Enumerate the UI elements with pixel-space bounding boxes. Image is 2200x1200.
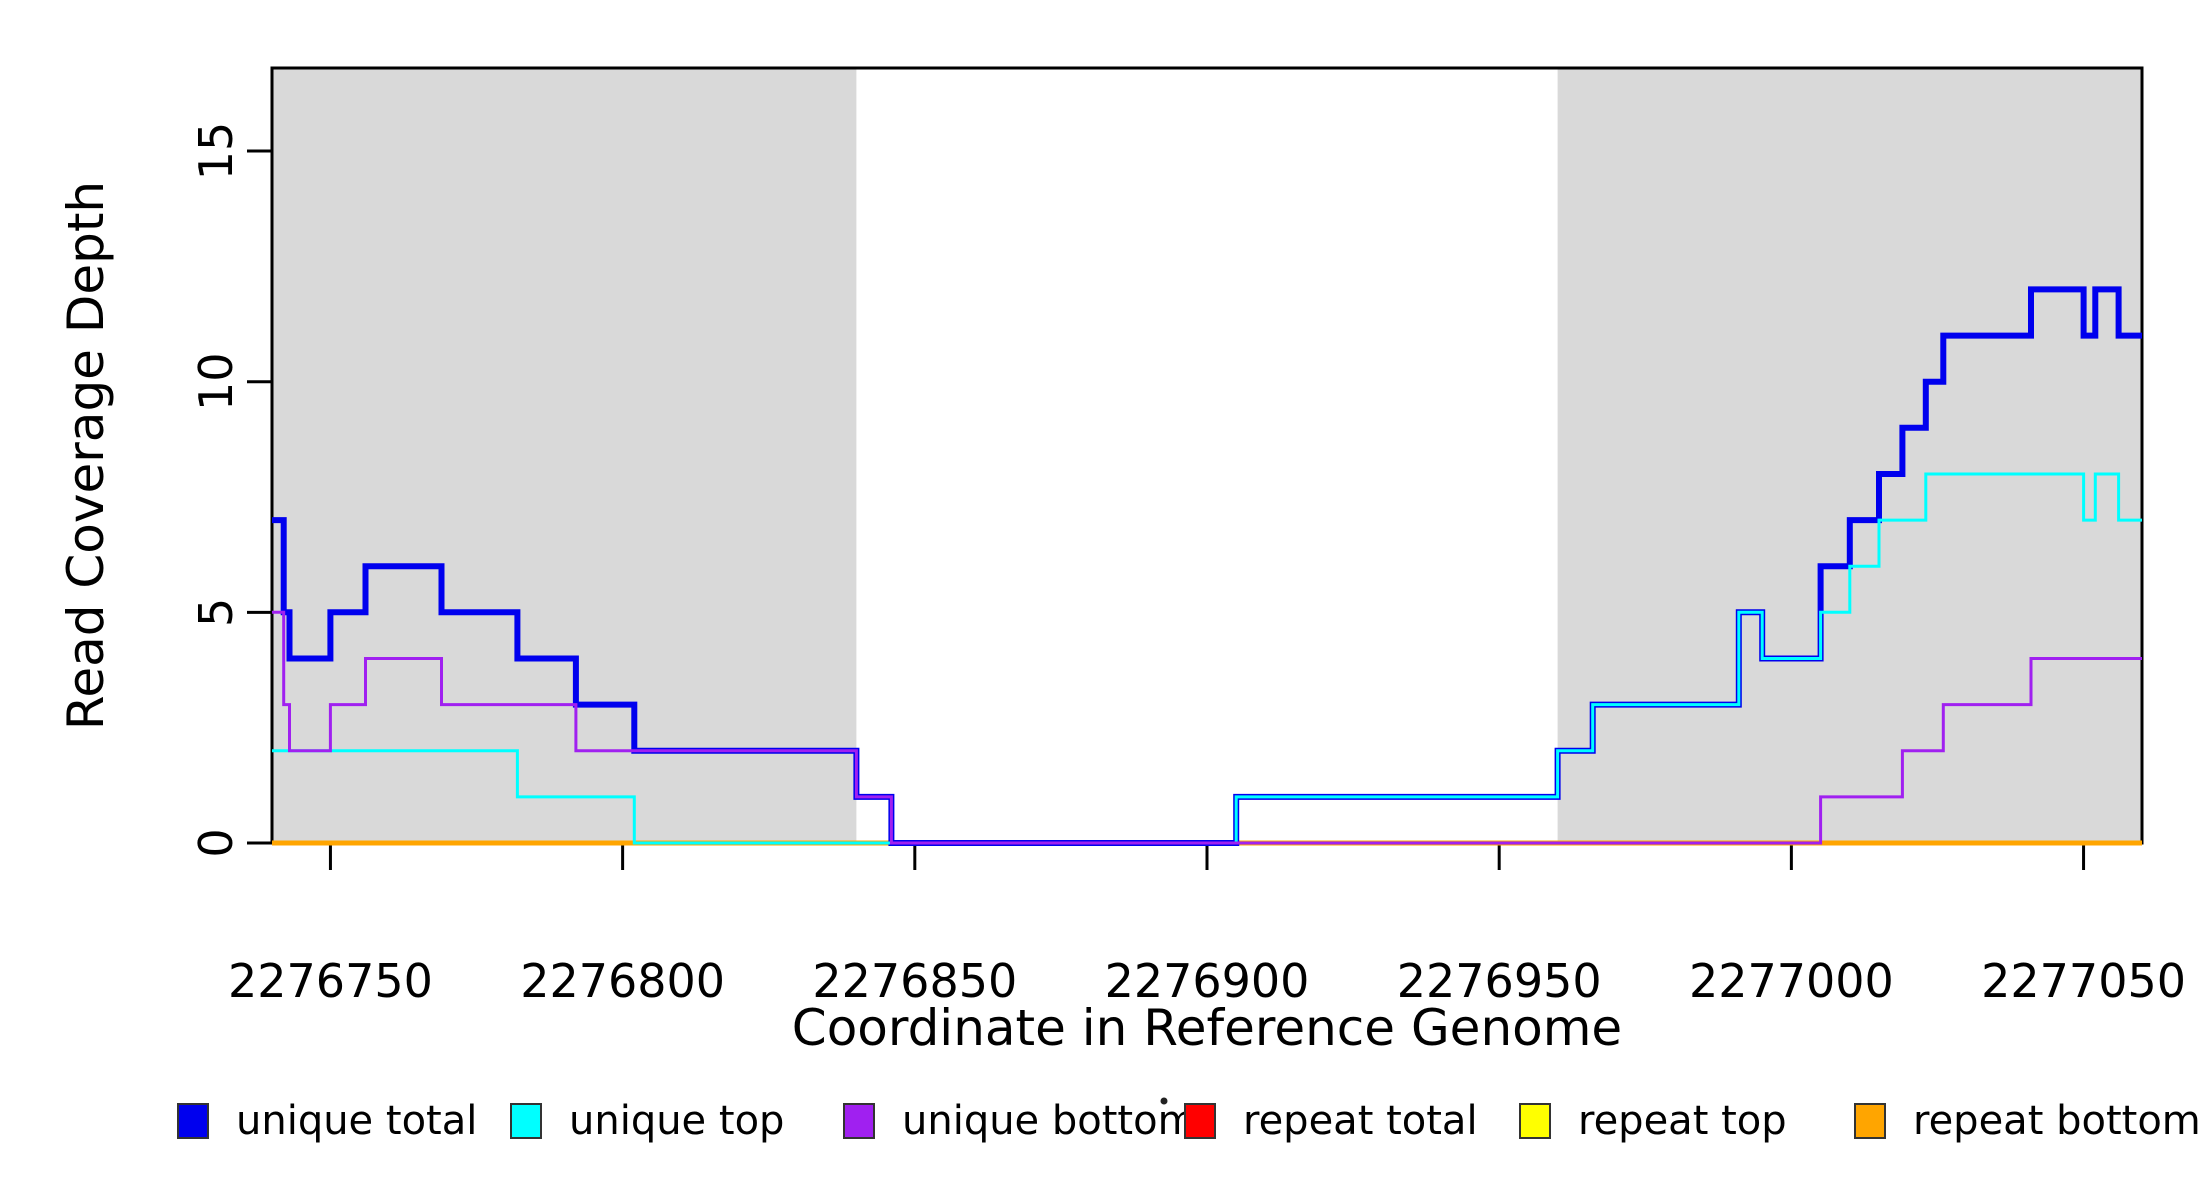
x-axis-title: Coordinate in Reference Genome (792, 999, 1622, 1057)
x-tick-label: 2276750 (228, 954, 433, 1008)
legend-label: unique total (236, 1098, 477, 1144)
x-tick-label: 2276950 (1397, 954, 1602, 1008)
legend-label: unique bottom (902, 1098, 1197, 1144)
legend-item-unique-top: unique top (510, 1098, 784, 1144)
highlight-region-left (272, 68, 857, 843)
legend-swatch-unique-total-icon (177, 1103, 209, 1139)
x-tick-label: 2276800 (520, 954, 725, 1008)
legend-label: repeat bottom (1913, 1098, 2200, 1144)
legend-swatch-unique-bottom-icon (843, 1103, 875, 1139)
legend-swatch-unique-top-icon (510, 1103, 542, 1139)
y-tick-label: 10 (189, 352, 243, 411)
y-tick-label: 5 (189, 598, 243, 627)
x-tick-label: 2276900 (1105, 954, 1310, 1008)
series-line-unique-bottom (272, 610, 2142, 845)
legend-item-repeat-total: repeat total (1184, 1098, 1478, 1144)
legend-swatch-repeat-bottom-icon (1854, 1103, 1886, 1139)
legend-item-repeat-top: repeat top (1519, 1098, 1787, 1144)
x-tick-label: 2277000 (1689, 954, 1894, 1008)
legend-label: repeat top (1578, 1098, 1787, 1144)
stray-dot (1160, 1097, 1168, 1105)
legend-swatch-repeat-top-icon (1519, 1103, 1551, 1139)
x-tick-label: 2276850 (812, 954, 1017, 1008)
y-tick-label: 0 (189, 828, 243, 857)
legend-label: repeat total (1243, 1098, 1478, 1144)
y-tick-label: 15 (189, 122, 243, 181)
legend-swatch-repeat-total-icon (1184, 1103, 1216, 1139)
legend-item-repeat-bottom: repeat bottom (1854, 1098, 2200, 1144)
legend-item-unique-total: unique total (177, 1098, 477, 1144)
legend-item-unique-bottom: unique bottom (843, 1098, 1197, 1144)
legend-label: unique top (569, 1098, 784, 1144)
y-axis-title: Read Coverage Depth (57, 181, 115, 730)
highlight-region-right (1557, 68, 2142, 843)
x-tick-label: 2277050 (1981, 954, 2186, 1008)
